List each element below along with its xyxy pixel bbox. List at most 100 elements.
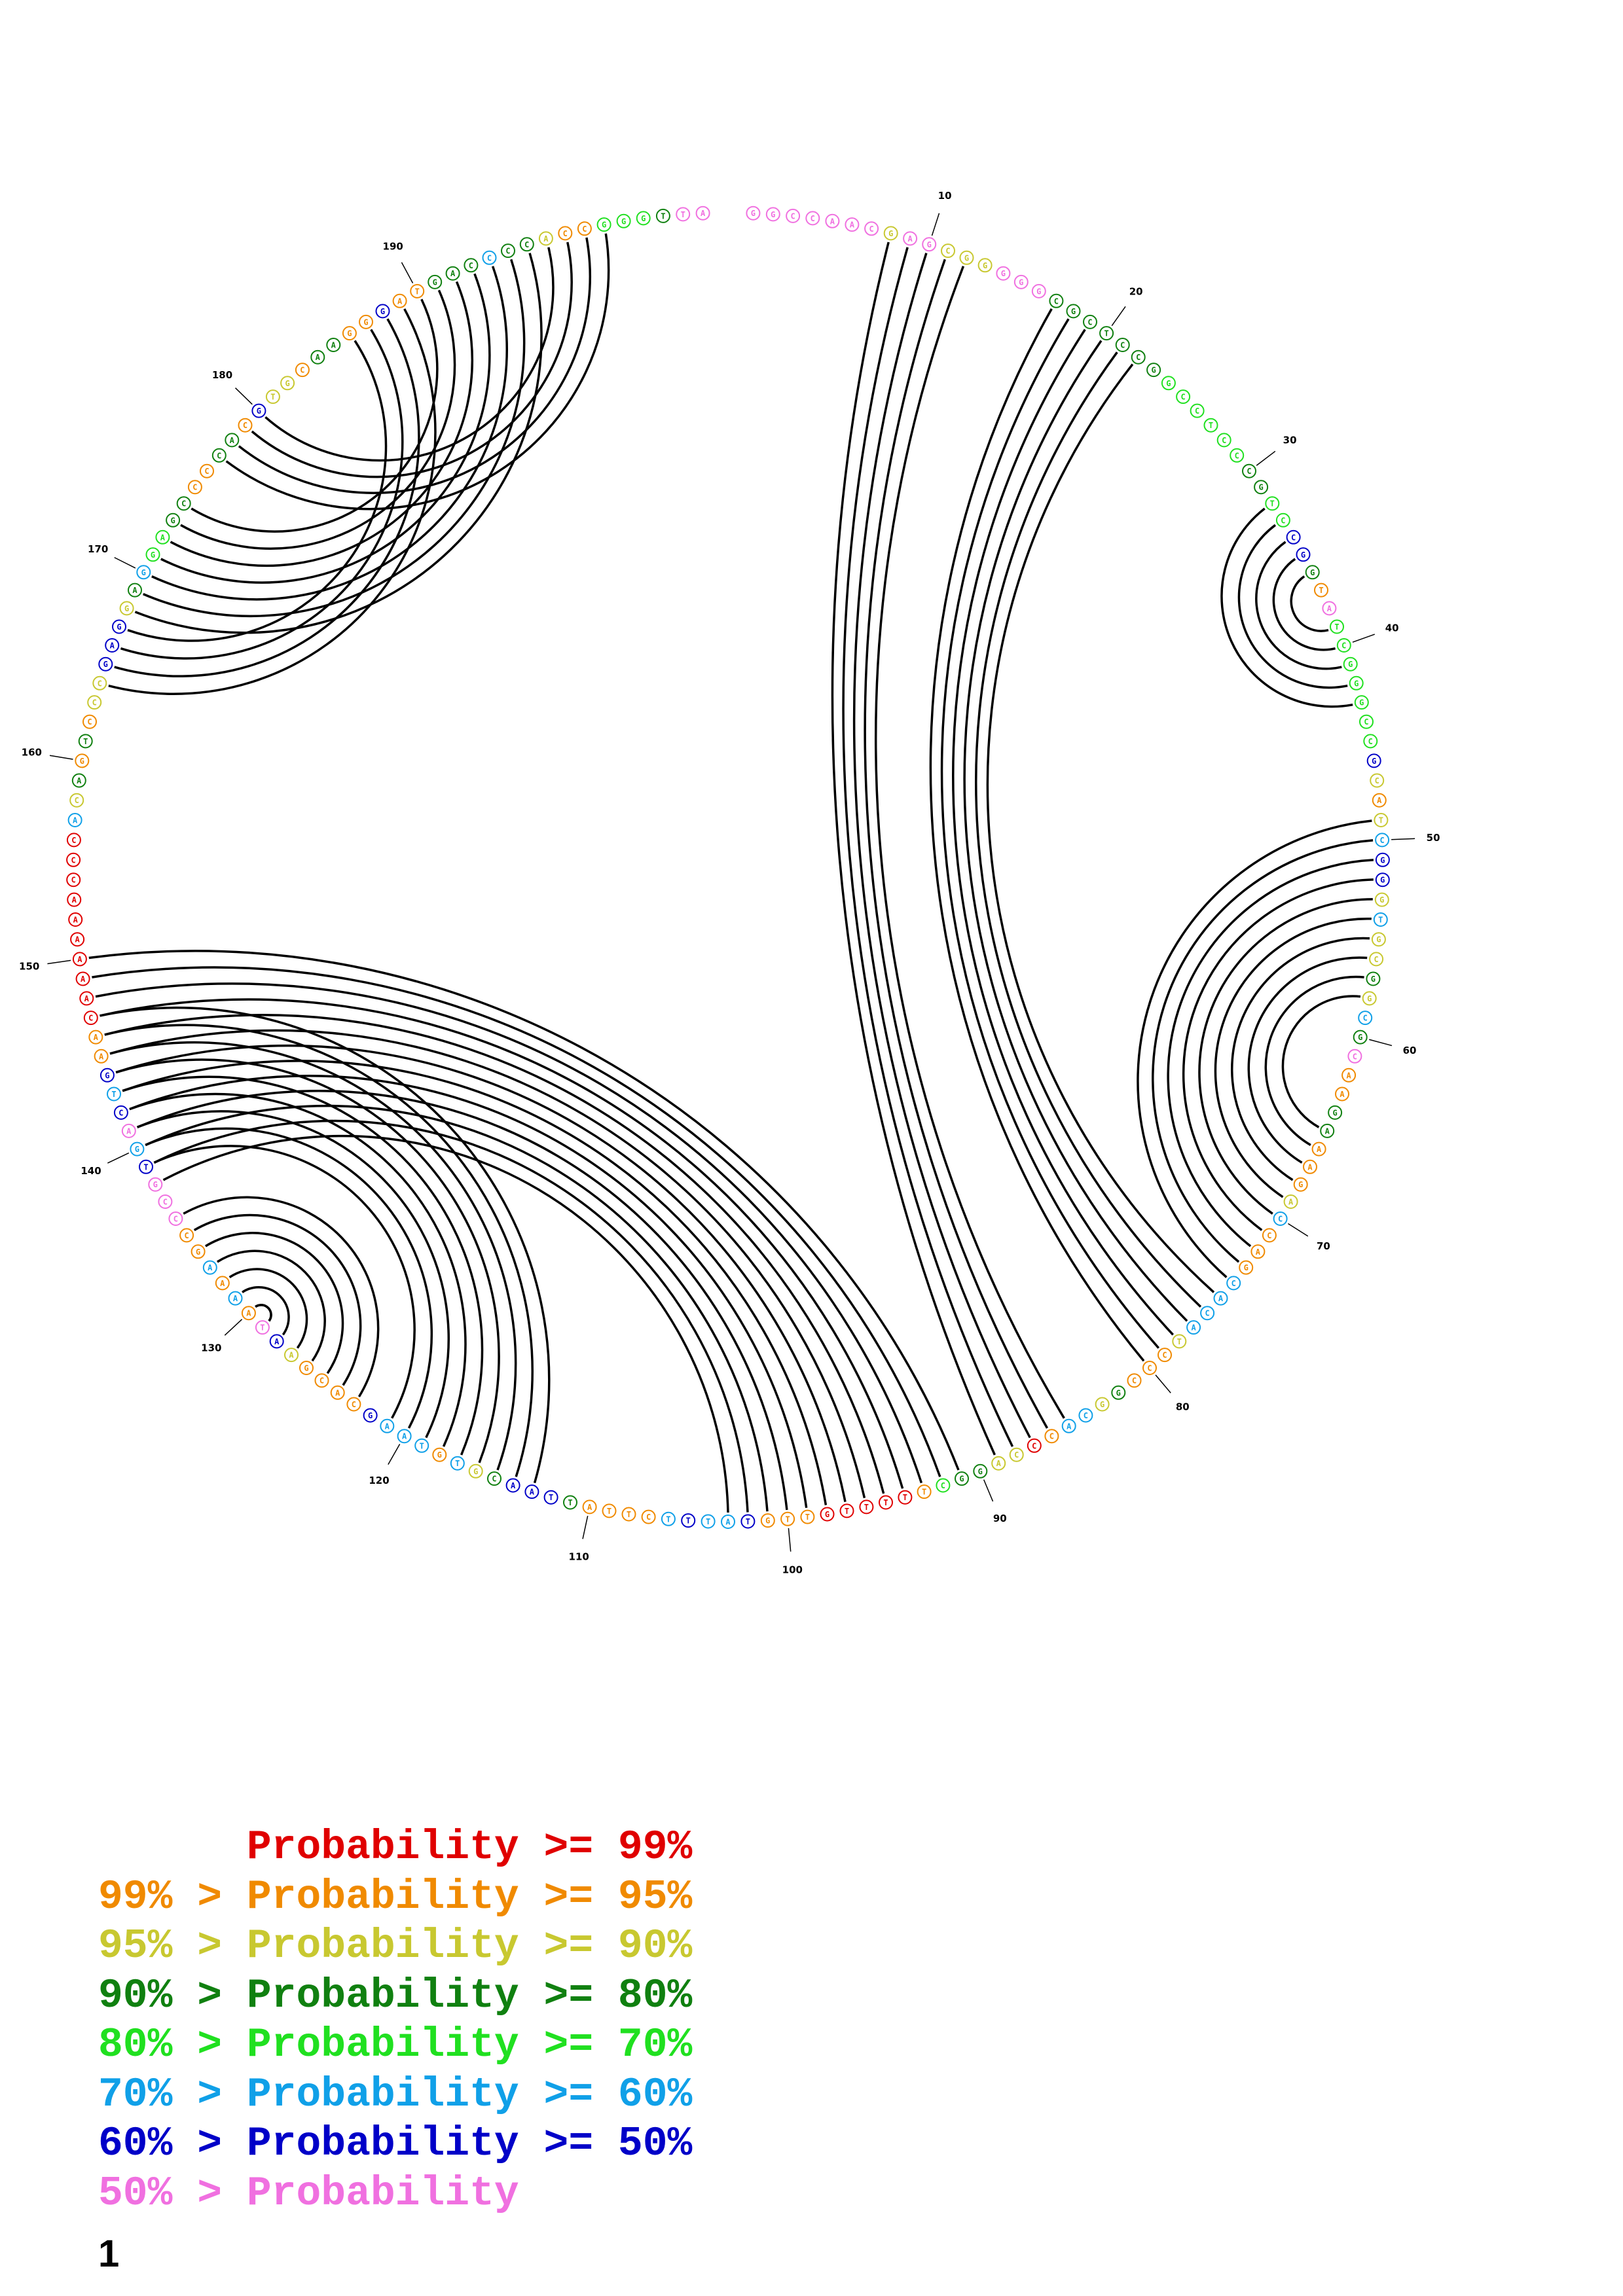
nucleotide: G xyxy=(973,1463,988,1479)
nucleotide: C xyxy=(577,221,592,236)
svg-text:G: G xyxy=(927,240,932,249)
svg-text:A: A xyxy=(1340,1090,1345,1099)
nucleotide: T xyxy=(1374,813,1389,827)
svg-text:A: A xyxy=(94,1033,99,1042)
base-pair-arc xyxy=(1214,918,1372,1198)
legend-row: 50% > Probability xyxy=(98,2169,692,2219)
nucleotide: G xyxy=(883,226,898,241)
nucleotide: G xyxy=(1343,656,1358,672)
nucleotide: C xyxy=(238,418,253,433)
svg-text:A: A xyxy=(907,234,913,243)
base-pair-arc xyxy=(162,1134,729,1513)
tick-mark xyxy=(582,1515,589,1539)
svg-text:A: A xyxy=(850,221,855,230)
nucleotide: C xyxy=(66,852,81,867)
tick-label: 190 xyxy=(383,240,403,252)
nucleotide: A xyxy=(67,892,82,907)
legend-text: Probability >= 90% xyxy=(246,1923,693,1969)
nucleotide: C xyxy=(1375,833,1390,848)
nucleotide: G xyxy=(1239,1260,1254,1275)
svg-text:G: G xyxy=(1380,855,1385,865)
nucleotide: G xyxy=(1374,892,1389,907)
svg-text:C: C xyxy=(98,679,102,688)
nucleotide: G xyxy=(1254,480,1269,495)
tick-mark xyxy=(1256,450,1276,466)
svg-text:A: A xyxy=(75,935,80,944)
base-pair-arc xyxy=(1247,956,1368,1164)
base-pair-arc xyxy=(875,266,1065,1419)
base-pair-arc xyxy=(183,1196,380,1397)
legend-prefix: 99% > xyxy=(98,1873,247,1920)
svg-text:C: C xyxy=(352,1400,356,1409)
nucleotide: A xyxy=(1322,601,1337,616)
tick-mark xyxy=(114,557,136,569)
tick-label: 50 xyxy=(1427,832,1440,844)
nucleotide: C xyxy=(1363,734,1378,749)
svg-text:C: C xyxy=(487,253,492,262)
svg-text:T: T xyxy=(1104,329,1108,338)
nucleotide: T xyxy=(450,1456,465,1471)
svg-text:G: G xyxy=(1071,307,1076,316)
svg-text:G: G xyxy=(1380,876,1385,885)
nucleotide: G xyxy=(191,1244,206,1259)
svg-text:G: G xyxy=(105,1071,109,1080)
svg-text:G: G xyxy=(103,660,108,669)
svg-text:C: C xyxy=(119,1108,123,1117)
nucleotide: C xyxy=(168,1211,183,1226)
nucleotide: A xyxy=(79,991,94,1006)
nucleotide: C xyxy=(1176,389,1191,404)
nucleotide: G xyxy=(166,512,181,528)
svg-text:A: A xyxy=(830,217,835,226)
base-pair-arc xyxy=(228,1268,308,1349)
svg-text:G: G xyxy=(978,1467,983,1476)
base-pair-arc xyxy=(136,1090,788,1511)
svg-text:C: C xyxy=(1368,737,1373,746)
nucleotide: T xyxy=(780,1511,795,1526)
legend-row: 80% > Probability >= 70% xyxy=(98,2020,692,2070)
nucleotide: C xyxy=(1009,1447,1024,1462)
nucleotide: A xyxy=(326,338,341,352)
base-pair-arc xyxy=(1230,937,1370,1181)
nucleotide: C xyxy=(864,221,879,236)
svg-text:G: G xyxy=(751,209,756,218)
base-pair-arc xyxy=(115,1044,847,1502)
svg-text:G: G xyxy=(1116,1388,1121,1397)
base-pair-arc xyxy=(122,1060,828,1505)
nucleotide: A xyxy=(202,1260,217,1275)
svg-text:G: G xyxy=(765,1516,770,1526)
svg-text:C: C xyxy=(1180,393,1185,402)
tick-mark xyxy=(931,213,940,236)
nucleotide: C xyxy=(1230,448,1245,463)
svg-text:C: C xyxy=(300,366,304,375)
tick-mark xyxy=(1288,1223,1309,1237)
nucleotide: A xyxy=(1335,1086,1349,1102)
legend-prefix xyxy=(98,1824,247,1871)
nucleotide: C xyxy=(487,1471,501,1486)
svg-text:A: A xyxy=(1346,1071,1351,1080)
svg-text:G: G xyxy=(1367,994,1372,1003)
tick-label: 70 xyxy=(1317,1240,1330,1252)
base-pair-arc xyxy=(225,233,610,511)
nucleotide: C xyxy=(519,237,534,252)
nucleotide: G xyxy=(820,1507,835,1522)
nucleotide: G xyxy=(251,403,266,418)
svg-text:G: G xyxy=(257,406,261,416)
nucleotide: T xyxy=(676,207,691,222)
svg-text:G: G xyxy=(151,550,155,560)
nucleotide: T xyxy=(879,1495,893,1510)
nucleotide: T xyxy=(1314,583,1328,598)
svg-text:C: C xyxy=(75,796,79,805)
svg-text:C: C xyxy=(1120,341,1125,350)
nucleotide: C xyxy=(82,714,97,729)
svg-text:C: C xyxy=(1364,717,1368,726)
nucleotide: A xyxy=(330,1385,345,1400)
nucleotide: A xyxy=(310,350,325,365)
legend-prefix: 90% > xyxy=(98,1972,247,2019)
svg-text:C: C xyxy=(524,240,529,249)
nucleotide: G xyxy=(636,211,651,226)
tick-mark xyxy=(224,1319,243,1336)
base-pair-arc xyxy=(160,273,491,584)
nucleotide: G xyxy=(98,656,113,672)
svg-text:A: A xyxy=(110,641,115,651)
base-pair-arc xyxy=(145,1104,769,1512)
